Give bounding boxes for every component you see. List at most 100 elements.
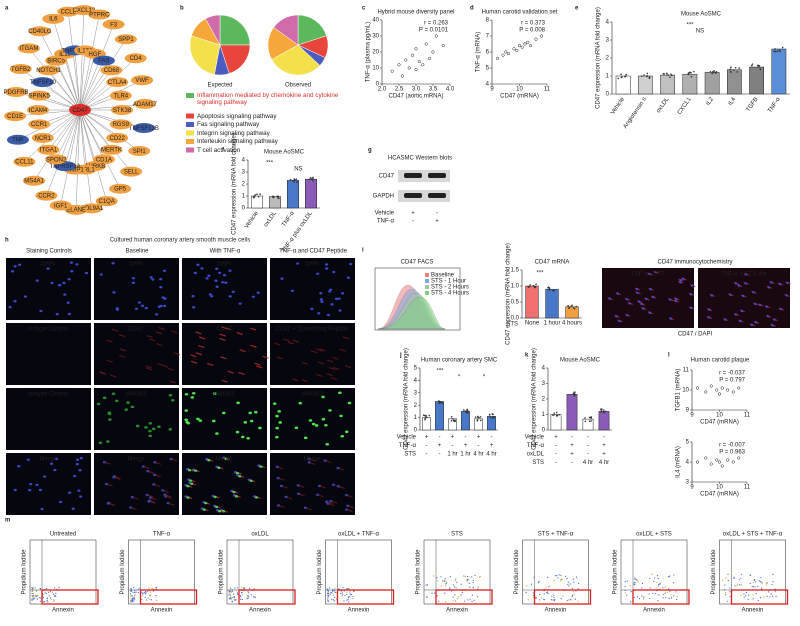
flow-event [469,599,471,601]
nucleus [28,488,32,492]
flow-event [252,596,255,598]
flow-event [571,594,574,596]
network-node [109,183,132,194]
flow-event [538,599,541,601]
flow-event [155,587,157,589]
flow-event [569,583,571,585]
nucleus [231,290,235,293]
x-tick-label: 2.0 [378,87,387,93]
flow-event [239,598,242,600]
flow-event [42,597,44,599]
dot-deco [428,414,431,417]
stat-text: r = -0.007 [719,443,746,449]
network-edge [79,109,96,167]
panel-letter: m [5,518,10,524]
x-tick-label: 10 [716,485,723,491]
dot-deco [553,414,555,416]
nucleus [744,282,747,285]
flow-event [236,592,239,594]
nucleus [73,474,77,478]
panel-letter: g [368,148,372,154]
x-tick-label: oxLDL [656,96,671,114]
dot-deco [779,50,782,53]
merge-stain [213,495,217,499]
y-tick-label: 20 [372,50,379,56]
nucleus [13,265,17,268]
node-label: STK38 [113,108,132,114]
flow-event [651,573,653,576]
flow-event [31,588,34,590]
condition-cell: - [587,435,589,441]
flow-event [32,596,34,598]
cd47-stain [164,494,172,498]
cd47-stain [118,334,126,338]
flow-event [132,587,135,589]
dot-deco [584,420,587,423]
condition-label: TNF-α [399,443,417,449]
y-tick-label: 3 [686,480,690,486]
flow-event [774,590,776,592]
nucleus [35,483,39,487]
flow-event [553,594,555,596]
nucleus [40,507,44,511]
nucleus [771,324,774,327]
flow-event [328,595,330,597]
merge-stain [235,471,240,475]
flow-event [331,592,333,594]
data-point [534,37,538,41]
condition-cell: - [452,443,454,449]
flow-event [641,587,643,589]
stat-text: P = 0.963 [719,450,745,456]
node-label: CD4 [130,56,143,62]
highlight-box [533,589,592,605]
dot-deco [776,50,779,53]
nucleus [349,262,353,266]
nucleus [77,489,81,492]
merge-stain [193,469,198,472]
flow-event [131,595,134,597]
cd47-stain [98,370,106,375]
flow-event [46,598,48,600]
flow-event [546,592,548,594]
condition-cell: + [490,443,494,449]
nucleus [196,263,200,267]
merge-stain [202,508,206,511]
data-point [737,456,741,460]
y-label: CD47 expression (mRNA fold change) [532,348,538,450]
nucleus [55,312,59,316]
cd47-stain [147,494,154,498]
flow-event [233,595,235,598]
legend-text: Interleukin signaling pathway [197,138,278,145]
flow-event [638,598,641,600]
nucleus [786,281,789,285]
flow-event [573,581,575,583]
cd47-stain [317,361,324,365]
nucleus [256,291,260,294]
flow-event [248,592,250,594]
flow-frame [226,539,294,605]
plot-title: CD47 FACS [401,260,434,266]
nucleus [625,298,629,301]
flow-event [668,588,670,590]
condition-cell: - [555,452,557,458]
cd47-stain [111,328,119,332]
flow-event [433,575,435,577]
condition-cell: - [478,443,480,449]
node-label: TLR4 [113,94,128,100]
flow-event [449,576,451,578]
nucleus [151,278,155,281]
hmgb1-stain [240,435,245,439]
blot-band [428,173,446,178]
flow-event [626,594,628,596]
bar [660,74,675,95]
flow-event [50,598,52,600]
y-tick-label: 3 [606,38,610,44]
dot-deco [588,420,591,422]
flow-event [457,597,459,600]
flow-event [769,596,771,598]
flow-event [767,591,770,593]
bar [435,401,444,431]
nucleus [137,301,142,304]
nucleus [205,277,209,280]
condition-cell: + [602,443,606,449]
